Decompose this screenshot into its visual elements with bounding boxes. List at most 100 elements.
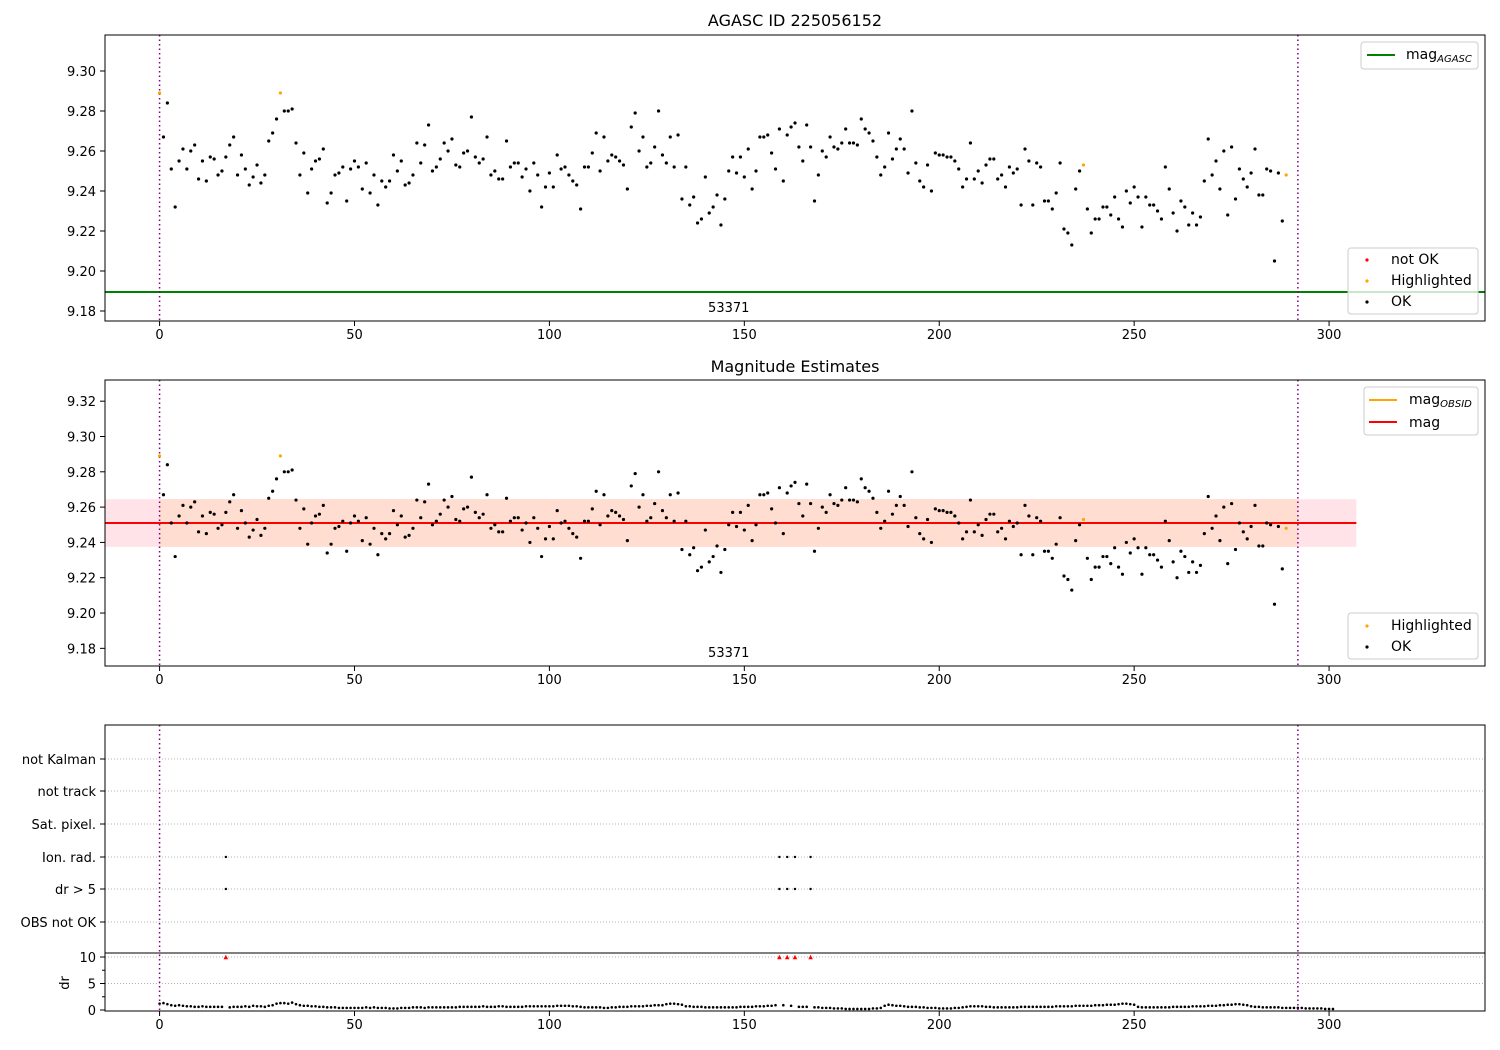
- dr-point: [166, 1002, 169, 1006]
- dr-point: [1292, 1006, 1296, 1010]
- ok-point: [785, 133, 789, 137]
- legend-highlighted-swatch: [1365, 624, 1369, 628]
- ok-point: [879, 526, 883, 530]
- ok-point: [976, 523, 980, 527]
- dr-point: [805, 1005, 808, 1009]
- ok-point: [832, 145, 836, 149]
- ok-point: [364, 516, 368, 520]
- ok-point: [738, 510, 743, 515]
- ok-point: [306, 191, 310, 195]
- dr-point: [637, 1004, 641, 1008]
- dr-point: [859, 1007, 863, 1011]
- ok-point: [621, 163, 626, 167]
- ok-point: [680, 197, 684, 201]
- ok-point: [731, 510, 735, 515]
- ok-point: [598, 523, 602, 527]
- dr-point: [1035, 1005, 1038, 1009]
- ok-point: [770, 151, 774, 155]
- ok-point: [177, 159, 181, 163]
- ok-point: [298, 173, 302, 177]
- ok-point: [524, 521, 528, 525]
- ok-point: [1046, 199, 1050, 203]
- ok-point: [403, 535, 407, 539]
- ok-point: [251, 175, 255, 179]
- ok-point: [863, 486, 867, 490]
- ok-point: [1116, 565, 1121, 569]
- ok-point: [886, 489, 891, 493]
- ok-point: [832, 501, 836, 506]
- dr-point: [813, 1006, 816, 1009]
- dr-point: [1308, 1007, 1311, 1010]
- ok-point: [1007, 165, 1012, 169]
- dr-point: [1015, 1006, 1019, 1009]
- ok-point: [582, 519, 587, 523]
- dr-point: [934, 1006, 937, 1010]
- ok-point: [1202, 179, 1206, 183]
- x-tick-label: 250: [1122, 1018, 1147, 1033]
- dr-point: [910, 1005, 914, 1009]
- ok-point: [274, 477, 279, 481]
- ok-point: [200, 159, 205, 163]
- ok-point: [516, 516, 520, 520]
- ok-point: [1179, 199, 1183, 203]
- ok-point: [317, 512, 322, 516]
- ok-point: [684, 165, 688, 169]
- y-tick-label: 9.30: [67, 430, 96, 445]
- ok-point: [836, 503, 840, 507]
- dr-point: [1074, 1004, 1077, 1008]
- dr-point: [244, 1004, 247, 1008]
- dr-point: [255, 1004, 259, 1008]
- ok-point: [801, 514, 805, 518]
- ok-point: [1011, 524, 1015, 529]
- ok-point: [594, 489, 598, 493]
- ok-point: [325, 201, 329, 205]
- dr-point: [1086, 1004, 1089, 1008]
- ok-point: [992, 512, 996, 516]
- ok-point: [770, 507, 774, 511]
- ok-point: [504, 496, 509, 500]
- ok-point: [450, 494, 454, 499]
- dr-point: [247, 1005, 251, 1009]
- ok-point: [337, 171, 341, 175]
- ok-point: [703, 528, 707, 532]
- dr-point: [302, 1004, 306, 1008]
- ok-point: [1101, 205, 1105, 209]
- ok-point: [161, 135, 166, 139]
- flag-point: [224, 855, 228, 859]
- ok-point: [758, 493, 762, 497]
- ok-point: [688, 203, 692, 207]
- ok-point: [957, 521, 961, 525]
- dr-point: [676, 1002, 680, 1006]
- ok-point: [321, 147, 325, 151]
- highlighted-point: [157, 91, 162, 95]
- ok-point: [621, 517, 626, 522]
- ok-point: [984, 163, 988, 167]
- ok-point: [555, 509, 559, 513]
- panel-mag-obs-label: 53371: [708, 646, 749, 661]
- ok-point: [660, 153, 665, 157]
- ok-point: [446, 505, 450, 509]
- dr-over-limit-marker: [808, 954, 813, 960]
- ok-point: [664, 516, 668, 520]
- ok-point: [329, 542, 333, 546]
- ok-point: [695, 569, 700, 573]
- ok-point: [1066, 231, 1070, 235]
- dr-point: [750, 1005, 754, 1009]
- dr-point: [1109, 1003, 1113, 1006]
- dr-point: [520, 1005, 524, 1009]
- ok-point: [703, 175, 707, 179]
- ok-point: [212, 512, 216, 516]
- dr-point: [1164, 1006, 1167, 1009]
- ok-point: [816, 526, 820, 530]
- dr-point: [941, 1007, 945, 1010]
- ok-point: [653, 145, 657, 149]
- dr-point: [883, 1004, 886, 1008]
- ok-point: [232, 493, 236, 497]
- ok-point: [1144, 546, 1148, 550]
- dr-point: [1277, 1006, 1280, 1009]
- ok-point: [430, 523, 435, 527]
- dr-point: [364, 1006, 368, 1009]
- ok-point: [762, 135, 766, 139]
- ok-point: [1265, 167, 1269, 171]
- dr-point: [419, 1006, 423, 1009]
